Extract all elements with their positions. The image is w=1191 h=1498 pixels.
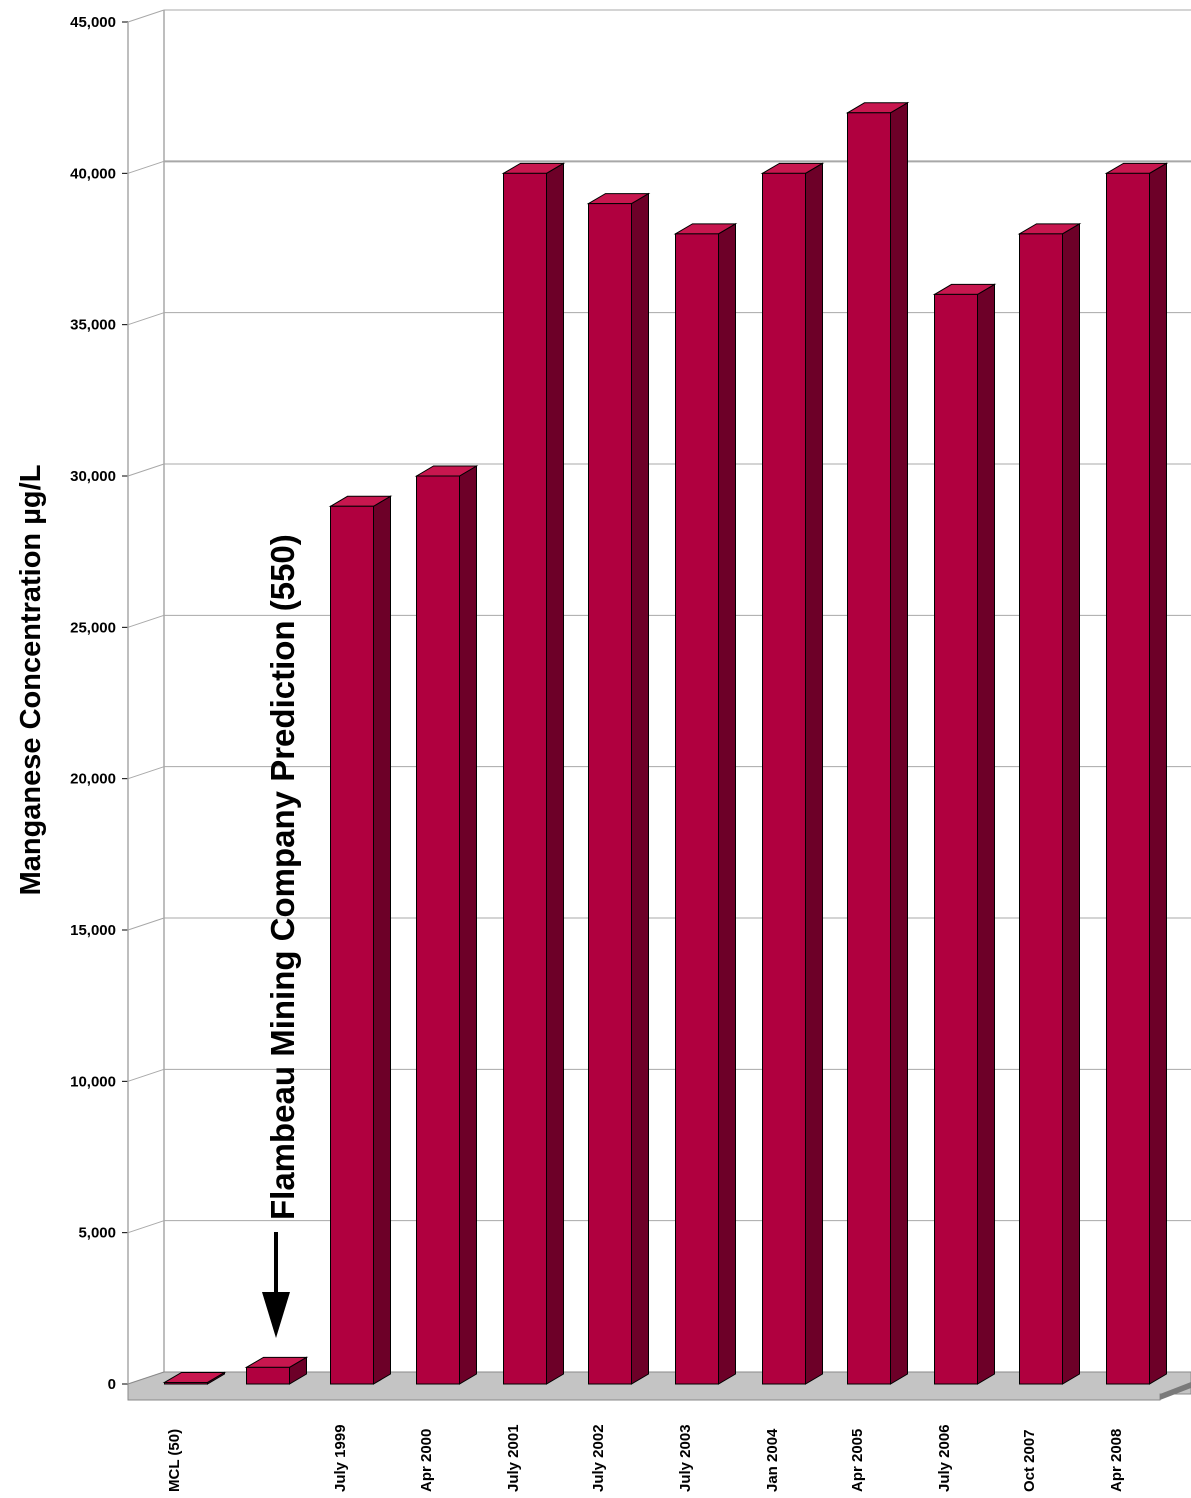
gridline-side xyxy=(127,1220,165,1234)
x-category-label: Apr 2005 xyxy=(849,1429,866,1492)
bar xyxy=(845,101,910,1385)
x-category-label: Apr 2008 xyxy=(1108,1429,1125,1492)
y-tick-label: 25,000 xyxy=(70,619,116,636)
x-category-label: Oct 2007 xyxy=(1021,1429,1038,1492)
y-tick-label: 0 xyxy=(108,1376,116,1393)
y-axis-title: Manganese Concentration µg/L xyxy=(15,465,47,896)
bar-front xyxy=(588,203,632,1385)
y-tick-label: 35,000 xyxy=(70,317,116,334)
gridline-side xyxy=(127,614,165,628)
bar-side xyxy=(718,222,736,1385)
bar-front xyxy=(1019,233,1063,1385)
bar-side xyxy=(459,465,477,1385)
x-category-label: July 2006 xyxy=(936,1424,953,1492)
x-category-label: July 2003 xyxy=(677,1424,694,1492)
bar xyxy=(1104,162,1169,1385)
bar xyxy=(162,1371,227,1385)
bar-front xyxy=(416,475,460,1385)
x-category-label: July 1999 xyxy=(332,1424,349,1492)
x-category-label: Jan 2004 xyxy=(764,1428,781,1492)
x-category-label: Apr 2000 xyxy=(418,1429,435,1492)
y-tick-label: 40,000 xyxy=(70,165,116,182)
gridline-side xyxy=(127,160,165,174)
bar-front xyxy=(330,505,374,1385)
bar xyxy=(244,1356,309,1385)
x-category-label: July 2002 xyxy=(590,1424,607,1492)
bar-side xyxy=(977,283,995,1385)
bar xyxy=(1017,222,1082,1385)
y-tick-labels: 45,000 40,000 35,000 30,000 25,000 20,000 15,0… xyxy=(70,14,116,1393)
y-tick-label: 15,000 xyxy=(70,922,116,939)
bar-side xyxy=(631,192,649,1385)
bar-front xyxy=(675,233,719,1385)
bar-side xyxy=(1062,222,1080,1385)
bars xyxy=(162,101,1169,1385)
gridline-side xyxy=(127,1068,165,1082)
bar-front xyxy=(762,172,806,1385)
gridline-side xyxy=(127,463,165,477)
bar-side xyxy=(805,162,823,1385)
bar xyxy=(673,222,738,1385)
axes xyxy=(127,10,1191,1401)
bar-front xyxy=(1106,172,1150,1385)
gridline-side xyxy=(127,312,165,326)
y-tick-label: 45,000 xyxy=(70,14,116,31)
x-category-label: MCL (50) xyxy=(166,1429,183,1492)
y-tick-label: 10,000 xyxy=(70,1073,116,1090)
gridline-side xyxy=(127,917,165,931)
bar xyxy=(586,192,651,1385)
bar xyxy=(328,495,393,1385)
gridline-side xyxy=(127,766,165,780)
prediction-annotation: Flambeau Mining Company Prediction (550) xyxy=(264,534,301,1220)
x-category-labels: MCL (50) July 1999 Apr 2000 July 2001 July 2… xyxy=(166,1424,1125,1492)
bar xyxy=(501,162,566,1385)
bar-side xyxy=(373,495,391,1385)
bar-side xyxy=(546,162,564,1385)
y-tick-label: 20,000 xyxy=(70,771,116,788)
bar xyxy=(932,283,997,1385)
y-tick-label: 5,000 xyxy=(78,1225,116,1242)
bar-front xyxy=(503,172,547,1385)
bar-side xyxy=(1149,162,1167,1385)
y-tick-label: 30,000 xyxy=(70,468,116,485)
x-category-label: July 2001 xyxy=(505,1424,522,1492)
bar-front xyxy=(934,293,978,1385)
bar-front xyxy=(847,112,891,1385)
down-arrow-icon xyxy=(262,1232,290,1338)
bar xyxy=(760,162,825,1385)
bar-side xyxy=(890,101,908,1385)
chart-floor-edge xyxy=(1160,1382,1191,1400)
bar-front xyxy=(164,1381,208,1385)
gridline-side xyxy=(127,9,165,23)
bar-front xyxy=(246,1366,290,1385)
bar xyxy=(414,465,479,1385)
